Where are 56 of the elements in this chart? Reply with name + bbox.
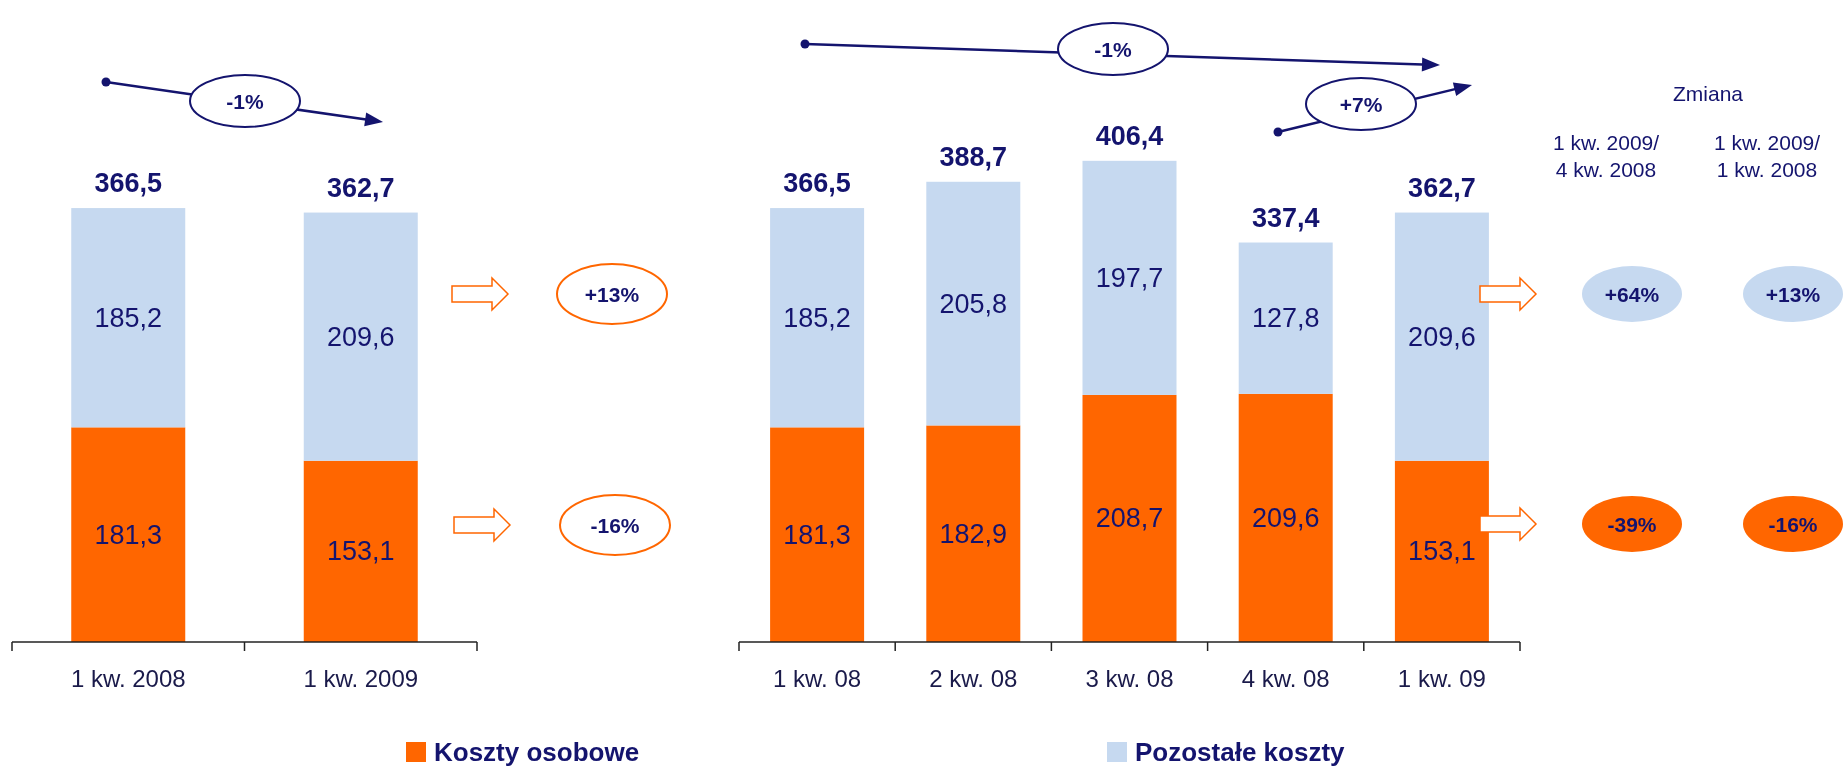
x-tick-label: 1 kw. 09 <box>1397 665 1486 692</box>
bar <box>1082 394 1177 642</box>
text: -1% <box>1094 37 1132 61</box>
x-tick-label: 2 kw. 08 <box>929 665 1018 692</box>
text: +7% <box>1339 92 1383 116</box>
data-label: 209,6 <box>1408 321 1476 352</box>
total-label: 362,7 <box>1408 172 1476 203</box>
text: 1 kw. 2009/ 4 kw. 2008 <box>1552 131 1660 181</box>
bar <box>71 208 186 428</box>
text: Zmiana <box>1672 82 1744 105</box>
bar <box>1082 160 1177 395</box>
bar <box>303 212 418 461</box>
text: +13% <box>1765 282 1821 306</box>
data-label: 182,9 <box>939 518 1008 549</box>
data-label: 153,1 <box>326 536 395 567</box>
legend-label: Koszty osobowe <box>434 737 640 767</box>
text: -16% <box>1768 512 1818 536</box>
data-label: 181,3 <box>783 519 851 550</box>
x-tick-label: 3 kw. 08 <box>1085 665 1174 692</box>
x-tick-label: 1 kw. 2008 <box>70 665 186 692</box>
text: -16% <box>590 513 640 537</box>
data-label: 205,8 <box>939 288 1008 319</box>
bar <box>926 181 1021 426</box>
x-tick-label: 1 kw. 08 <box>773 665 862 692</box>
data-label: 127,8 <box>1251 303 1320 334</box>
bar <box>1238 393 1333 642</box>
data-label: 153,1 <box>1408 536 1476 567</box>
total-label: 337,4 <box>1251 202 1320 233</box>
x-tick-label: 4 kw. 08 <box>1241 665 1330 692</box>
data-label: 185,2 <box>94 302 163 333</box>
bar <box>1394 460 1489 642</box>
text: -39% <box>1607 512 1657 536</box>
data-label: 209,6 <box>326 321 395 352</box>
legend-label: Pozostałe koszty <box>1135 737 1346 767</box>
data-label: 181,3 <box>94 519 163 550</box>
data-label: 208,7 <box>1095 503 1164 534</box>
text: +64% <box>1604 282 1660 306</box>
total-label: 406,4 <box>1095 120 1164 151</box>
total-label: 362,7 <box>326 172 395 203</box>
bar <box>1238 242 1333 394</box>
total-label: 366,5 <box>783 168 851 199</box>
x-tick-label: 1 kw. 2009 <box>303 665 419 692</box>
bar <box>926 425 1021 642</box>
data-label: 209,6 <box>1251 502 1320 533</box>
text: +13% <box>584 282 640 306</box>
data-label: 197,7 <box>1095 262 1164 293</box>
bar <box>1394 212 1489 461</box>
total-label: 366,5 <box>94 168 163 199</box>
data-label: 185,2 <box>783 302 851 333</box>
bar <box>770 427 865 642</box>
bar <box>303 460 418 642</box>
total-label: 388,7 <box>939 141 1008 172</box>
text: 1 kw. 2009/ 1 kw. 2008 <box>1713 131 1821 181</box>
bar <box>71 427 186 642</box>
text: -1% <box>226 89 264 113</box>
bar <box>770 208 865 428</box>
